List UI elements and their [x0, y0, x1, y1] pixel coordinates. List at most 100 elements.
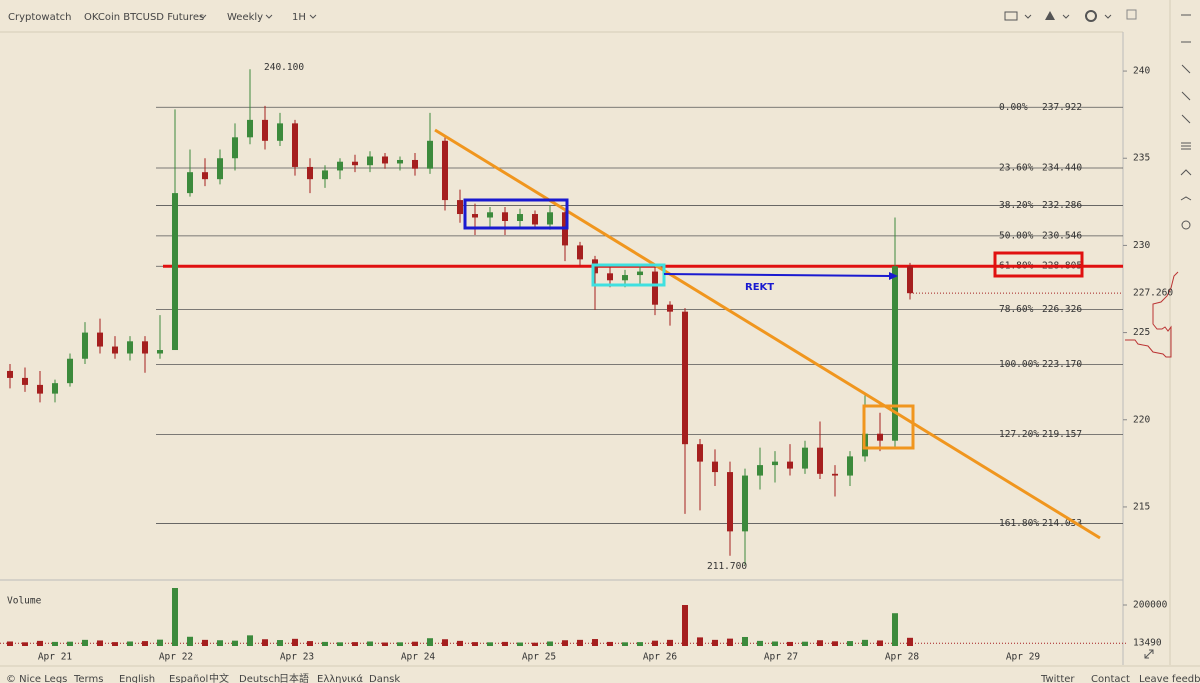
footer-link[interactable]: Dansk [369, 674, 400, 683]
brand[interactable]: Cryptowatch [8, 12, 71, 23]
candle-body [37, 384, 43, 394]
footer-link[interactable]: Español [169, 674, 208, 683]
x-tick-label: Apr 24 [401, 652, 436, 663]
fib-level: 100.00% [999, 359, 1039, 370]
last-price-label: 227.260 [1133, 288, 1173, 299]
candle-body [772, 461, 778, 466]
volume-bar [442, 639, 448, 646]
volume-bar [127, 641, 133, 646]
candle-body [7, 370, 13, 378]
footer-link[interactable]: Terms [73, 674, 103, 683]
annotation: REKT [745, 282, 774, 293]
x-tick-label: Apr 26 [643, 652, 678, 663]
candle-body [52, 383, 58, 394]
overlay-drawings: REKT [434, 128, 1101, 540]
fullscreen-button[interactable] [1144, 649, 1154, 659]
tool-button[interactable] [1181, 114, 1191, 124]
tool-button[interactable] [1181, 91, 1191, 101]
candle-body [487, 212, 493, 218]
tool-button[interactable] [1181, 142, 1191, 150]
candle-body [322, 170, 328, 180]
high-label: 240.100 [264, 62, 304, 73]
volume-bar [217, 640, 223, 646]
volume-bar [232, 640, 238, 646]
chevron [265, 14, 273, 19]
volume-bar [187, 636, 193, 646]
candle-body [787, 461, 793, 469]
footer-link[interactable]: Ελληνικά [317, 673, 363, 683]
candle-body [217, 158, 223, 180]
y-tick-label: 235 [1133, 153, 1150, 164]
volume-bar [652, 640, 658, 646]
fib-level: 50.00% [999, 230, 1034, 241]
candle-body [82, 332, 88, 359]
candle-body [352, 161, 358, 166]
volume-bar [802, 641, 808, 646]
footer-link[interactable]: Leave feedback [1139, 674, 1200, 683]
fib-price: 237.922 [1042, 102, 1082, 113]
volume-bar [37, 640, 43, 646]
candle-body [517, 214, 523, 222]
fib-level: 161.80% [999, 518, 1039, 529]
footer-link[interactable]: Contact [1091, 674, 1130, 683]
tool-button[interactable] [1181, 220, 1191, 230]
candle-body [607, 273, 613, 281]
candle-body [22, 377, 28, 385]
volume-bar [562, 640, 568, 646]
fib-level: 23.60% [999, 162, 1034, 173]
footer-link[interactable]: 日本語 [279, 672, 309, 683]
candle-body [877, 433, 883, 441]
icon-button[interactable] [1126, 9, 1137, 20]
footer-link[interactable]: English [119, 674, 155, 683]
settings-button[interactable] [1085, 10, 1097, 22]
volume-title: Volume [7, 596, 42, 607]
tool-button[interactable] [1180, 169, 1192, 176]
volume-bar [52, 641, 58, 646]
volume-bar [337, 642, 343, 646]
interval-select[interactable]: 1H [292, 12, 306, 23]
volume-bar [322, 641, 328, 646]
volume-bar [847, 641, 853, 646]
candle-body [127, 341, 133, 354]
fib-price: 214.053 [1042, 518, 1082, 529]
candle-body [697, 444, 703, 462]
candle-body [802, 447, 808, 469]
volume-bar [667, 639, 673, 646]
volume-bar [277, 640, 283, 646]
candle-body [187, 172, 193, 194]
fib-price: 219.157 [1042, 429, 1082, 440]
volume-bar [352, 642, 358, 646]
volume-bar [622, 642, 628, 646]
footer-link[interactable]: Deutsch [239, 674, 280, 683]
footer-link[interactable]: © Nice Legs [6, 674, 67, 683]
volume-bar [412, 641, 418, 646]
volume-bar [637, 642, 643, 646]
candle-body [172, 193, 178, 351]
candle-body [502, 212, 508, 222]
candle-body [667, 304, 673, 312]
y-tick-label: 240 [1133, 66, 1150, 77]
footer-link[interactable]: 中文 [209, 672, 229, 683]
candle-body [307, 166, 313, 180]
volume-bar [292, 638, 298, 646]
tool-button[interactable] [1181, 64, 1191, 74]
icon-button[interactable] [1004, 11, 1018, 21]
candle-body [292, 123, 298, 167]
icon-button[interactable] [1045, 11, 1055, 20]
volume-bar [97, 640, 103, 646]
candle-body [817, 447, 823, 474]
period-select[interactable]: Weekly [227, 12, 263, 23]
candle-body [442, 140, 448, 201]
volume-bar [532, 642, 538, 646]
volume-bar [547, 641, 553, 646]
volume-bar [832, 641, 838, 646]
footer-link[interactable]: Twitter [1040, 674, 1075, 683]
volume-bar [172, 588, 178, 646]
market-select[interactable]: OKCoin BTCUSD Futures [84, 12, 204, 23]
candle-body [112, 346, 118, 354]
drawing-tools [1180, 14, 1192, 230]
chevron [1024, 14, 1032, 19]
tool-button[interactable] [1180, 196, 1192, 201]
candle-body [907, 266, 913, 294]
